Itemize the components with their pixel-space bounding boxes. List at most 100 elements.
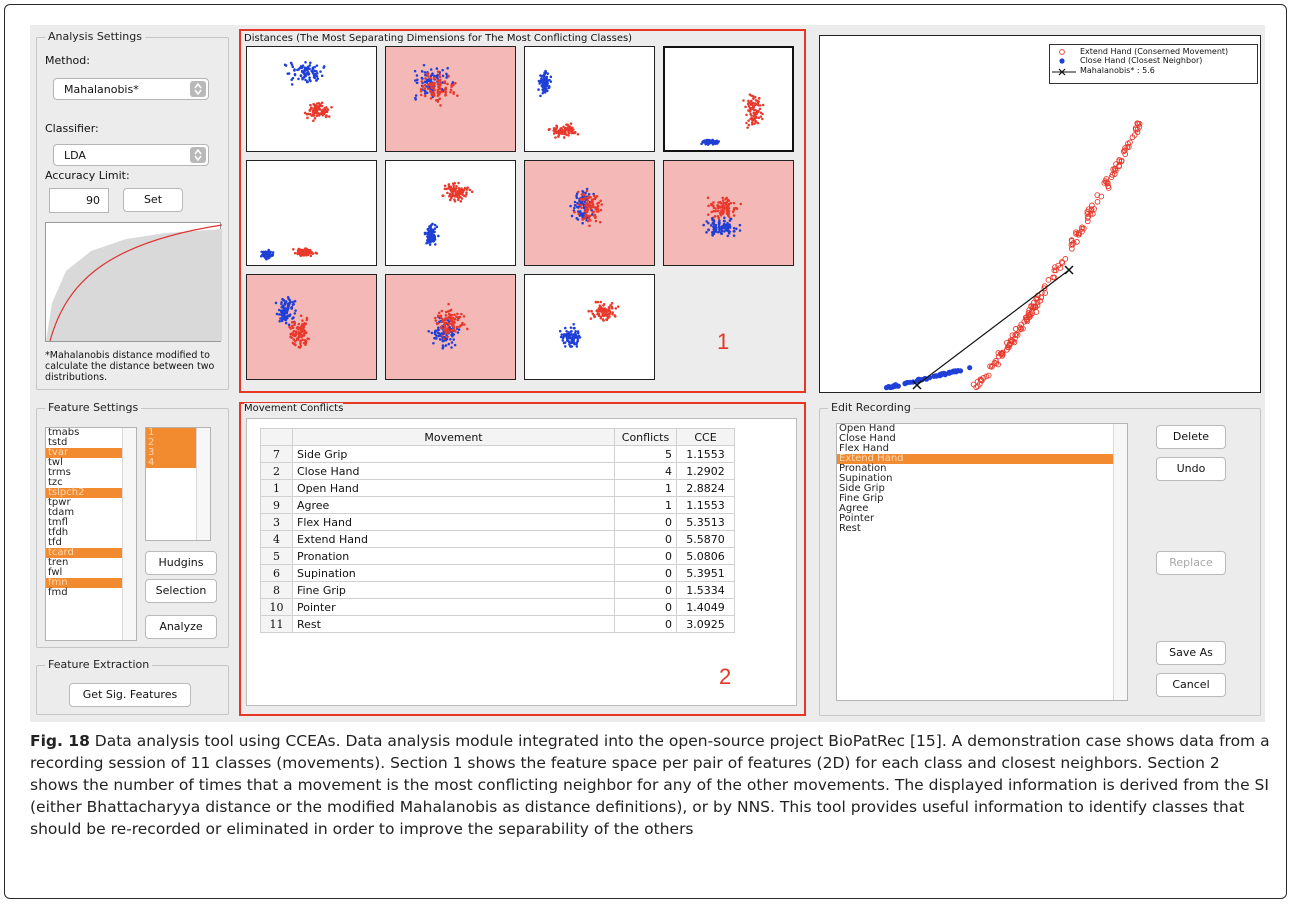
- feature-list-item[interactable]: tmfl: [48, 517, 68, 528]
- figure-label: Fig. 18: [30, 732, 90, 750]
- get-sig-features-button[interactable]: Get Sig. Features: [69, 683, 191, 707]
- feature-list-item[interactable]: twl: [48, 457, 63, 468]
- scatter-point: [429, 83, 433, 87]
- recording-list-item[interactable]: Open Hand: [839, 423, 896, 434]
- cancel-button[interactable]: Cancel: [1156, 673, 1226, 697]
- method-select[interactable]: Mahalanobis*: [53, 78, 209, 100]
- feature-list-item[interactable]: tfdh: [48, 527, 69, 538]
- scatter-point: [429, 97, 433, 100]
- feature-list-item[interactable]: tmabs: [48, 427, 80, 438]
- feature-list-item[interactable]: fmn: [46, 578, 122, 588]
- feature-list-item[interactable]: tvar: [46, 448, 122, 458]
- col-index[interactable]: [260, 428, 293, 446]
- recording-list-item[interactable]: Flex Hand: [839, 443, 889, 454]
- scatter-point: [584, 214, 588, 217]
- scatter-point: [302, 327, 305, 331]
- scatter-point: [291, 65, 295, 69]
- recording-list-item[interactable]: Extend Hand: [837, 454, 1113, 464]
- replace-button[interactable]: Replace: [1156, 551, 1226, 575]
- accuracy-curve-plot: [45, 222, 223, 342]
- scatter-point: [282, 308, 286, 311]
- feature-list-item[interactable]: trms: [48, 467, 71, 478]
- selected-feature-item[interactable]: 2: [146, 438, 196, 448]
- accuracy-limit-input[interactable]: 90: [49, 188, 109, 213]
- recording-list-item[interactable]: Rest: [839, 523, 861, 534]
- scatter-point: [761, 103, 765, 107]
- scatter-point: [597, 309, 601, 312]
- recording-list[interactable]: Open Hand Close Hand Flex Hand Extend Hand P…: [836, 423, 1128, 701]
- scatter-point: [586, 207, 589, 210]
- table-row[interactable]: 2 Close Hand 4 1.2902: [260, 462, 735, 480]
- scatter-point: [316, 113, 320, 117]
- selected-feature-item[interactable]: 4: [146, 458, 196, 468]
- feature-list-item[interactable]: fwl: [48, 567, 63, 578]
- scatter-point: [303, 111, 307, 115]
- feature-list-scrollbar[interactable]: [122, 428, 136, 640]
- table-row[interactable]: 6 Supination 0 5.3951: [260, 564, 735, 582]
- feature-list-item[interactable]: tslpch2: [46, 488, 122, 498]
- table-row[interactable]: 10 Pointer 0 1.4049: [260, 598, 735, 616]
- feature-list[interactable]: tmabs tstd tvar twl trms tzc tslpch2 tpwr tdam tm…: [45, 427, 137, 641]
- undo-button[interactable]: Undo: [1156, 457, 1226, 481]
- scatter-point: [441, 81, 445, 84]
- recording-list-item[interactable]: Pointer: [839, 513, 875, 524]
- table-row[interactable]: 8 Fine Grip 0 1.5334: [260, 581, 735, 599]
- scatter-point: [432, 92, 436, 95]
- recording-list-item[interactable]: Agree: [839, 503, 869, 514]
- hudgins-button[interactable]: Hudgins: [145, 551, 217, 575]
- feature-list-item[interactable]: tfd: [48, 537, 62, 548]
- table-row[interactable]: 1 Open Hand 1 2.8824: [260, 479, 735, 497]
- recording-list-item[interactable]: Side Grip: [839, 483, 885, 494]
- feature-list-item[interactable]: tstd: [48, 437, 68, 448]
- scatter-point: [453, 313, 456, 317]
- scatter-point: [729, 201, 733, 205]
- scatter-point: [426, 73, 429, 76]
- save-as-button[interactable]: Save As: [1156, 641, 1226, 665]
- col-movement[interactable]: Movement: [292, 428, 615, 446]
- set-button[interactable]: Set: [123, 188, 183, 212]
- conflicts-cell: 0: [614, 547, 677, 565]
- recording-list-scrollbar[interactable]: [1113, 424, 1127, 700]
- recording-list-item[interactable]: Fine Grip: [839, 493, 884, 504]
- table-row[interactable]: 4 Extend Hand 0 5.5870: [260, 530, 735, 548]
- scatter-point: [284, 321, 288, 325]
- conflicts-cell: 1: [614, 479, 677, 497]
- feature-list-item[interactable]: tdam: [48, 507, 75, 518]
- scatter-point: [707, 204, 710, 208]
- feature-list-item[interactable]: tren: [48, 557, 69, 568]
- scatter-point: [444, 338, 448, 342]
- table-row[interactable]: 3 Flex Hand 0 5.3513: [260, 513, 735, 531]
- feature-list-item[interactable]: tzc: [48, 477, 63, 488]
- feature-list-item[interactable]: tcard: [46, 548, 122, 558]
- scatter-point: [262, 252, 265, 256]
- col-cce[interactable]: CCE: [676, 428, 735, 446]
- edit-recording-title: Edit Recording: [828, 401, 914, 414]
- scatter-point: [281, 297, 284, 301]
- selected-list-scrollbar[interactable]: [196, 428, 210, 540]
- scatter-point: [424, 73, 427, 77]
- feature-list-item[interactable]: tpwr: [48, 497, 71, 508]
- selected-feature-item[interactable]: 3: [146, 448, 196, 458]
- table-row[interactable]: 5 Pronation 0 5.0806: [260, 547, 735, 565]
- col-conflicts[interactable]: Conflicts: [614, 428, 677, 446]
- scatter-point: [309, 79, 312, 83]
- scatter-point: [430, 93, 434, 97]
- scatter-point: [444, 93, 447, 96]
- scatter-point: [293, 323, 296, 327]
- table-row[interactable]: 11 Rest 0 3.0925: [260, 615, 735, 633]
- scatter-point: [301, 322, 304, 326]
- table-row[interactable]: 9 Agree 1 1.1553: [260, 496, 735, 514]
- selected-feature-item[interactable]: 1: [146, 428, 196, 438]
- scatter-point: [758, 96, 761, 100]
- classifier-select[interactable]: LDA: [53, 144, 209, 166]
- delete-button[interactable]: Delete: [1156, 425, 1226, 449]
- recording-list-item[interactable]: Close Hand: [839, 433, 896, 444]
- recording-list-item[interactable]: Pronation: [839, 463, 887, 474]
- selection-button[interactable]: Selection: [145, 579, 217, 603]
- analyze-button[interactable]: Analyze: [145, 615, 217, 639]
- table-row[interactable]: 7 Side Grip 5 1.1553: [260, 445, 735, 463]
- scatter-point: [450, 346, 453, 349]
- feature-list-item[interactable]: fmd: [48, 587, 68, 598]
- recording-list-item[interactable]: Supination: [839, 473, 893, 484]
